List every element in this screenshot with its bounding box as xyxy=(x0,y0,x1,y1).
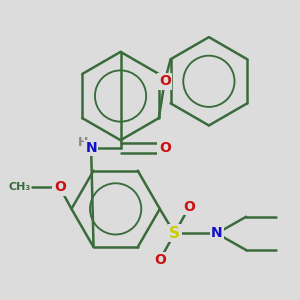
Text: N: N xyxy=(211,226,223,240)
Text: N: N xyxy=(85,141,97,155)
Text: CH₃: CH₃ xyxy=(8,182,30,192)
Text: O: O xyxy=(54,180,66,194)
Text: O: O xyxy=(159,74,171,88)
Text: O: O xyxy=(183,200,195,214)
Text: O: O xyxy=(154,253,166,267)
Text: H: H xyxy=(78,136,88,148)
Text: O: O xyxy=(159,141,171,155)
Text: S: S xyxy=(169,226,180,241)
